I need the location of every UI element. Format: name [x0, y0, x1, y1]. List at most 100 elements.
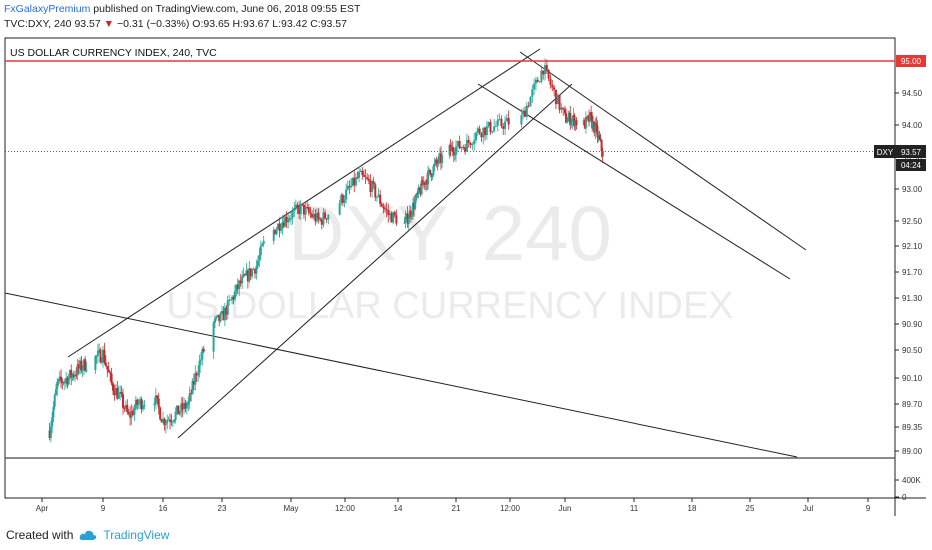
candle-down: [306, 207, 309, 208]
candle-down: [382, 206, 385, 209]
long-support-line: [4, 292, 798, 458]
time-tick-label: 9: [101, 504, 106, 513]
candle-down: [380, 203, 383, 207]
candle-down: [547, 69, 550, 79]
created-with-label: Created with: [6, 528, 74, 542]
candle-up: [57, 379, 60, 382]
time-tick-label: 12:00: [335, 504, 356, 513]
candle-up: [199, 359, 202, 361]
candle-up: [473, 140, 476, 145]
candle-down: [364, 176, 367, 178]
price-tick-label: 89.35: [902, 423, 923, 432]
time-tick-label: 21: [452, 504, 461, 513]
candle-up: [567, 117, 570, 122]
time-axis-ticks: Apr 9 16 23 May 12:00 14 21 12:00 Jun 11 18 25 Jul 9: [36, 498, 871, 513]
time-tick-label: 9: [866, 504, 871, 513]
volume-axis-ticks: 400K 0: [895, 476, 921, 502]
candle-up: [556, 94, 559, 105]
candle-up: [407, 218, 410, 225]
time-tick-label: 12:00: [500, 504, 521, 513]
candle-down: [107, 369, 110, 373]
candle-up: [71, 374, 74, 378]
candle-down: [48, 430, 51, 438]
candle-up: [349, 185, 352, 188]
down-arrow-icon: ▼: [103, 18, 115, 30]
candle-up: [194, 373, 197, 385]
candle-down: [426, 180, 428, 185]
candle-down: [524, 110, 527, 117]
candle-up: [229, 299, 232, 301]
candle-up: [288, 218, 291, 221]
candle-up: [252, 269, 255, 270]
candle-down: [384, 208, 387, 210]
candle-down: [489, 122, 492, 133]
candle-up: [49, 426, 52, 438]
candle-up: [493, 126, 496, 132]
published-text: published on TradingView.com, June 06, 2…: [93, 3, 361, 15]
chart-canvas[interactable]: DXY, 240 US DOLLAR CURRENCY INDEX US DOL…: [0, 0, 932, 520]
candle-down: [127, 412, 130, 414]
candle-up: [256, 261, 259, 266]
candle-down: [439, 153, 442, 163]
footer: Created with TradingView: [6, 528, 169, 542]
time-tick-label: Apr: [36, 504, 49, 513]
candle-down: [449, 145, 452, 151]
candle-down: [202, 348, 205, 352]
candle-down: [590, 112, 593, 116]
descending-upper-line: [519, 51, 807, 251]
candle-down: [184, 402, 187, 409]
time-tick-label: 16: [159, 504, 168, 513]
candle-down: [296, 204, 299, 208]
candle-up: [259, 245, 262, 256]
candle-up: [299, 203, 302, 215]
candle-up: [592, 121, 595, 129]
candle-down: [462, 147, 465, 148]
candle-down: [484, 127, 487, 136]
candle-up: [582, 120, 585, 125]
candle-up: [142, 406, 144, 410]
candle-up: [212, 322, 215, 352]
candle-up: [275, 229, 278, 235]
candle-up: [261, 243, 264, 246]
candle-up: [498, 118, 501, 120]
candle-up: [231, 296, 234, 300]
candle-up: [587, 115, 589, 118]
candle-up: [242, 274, 245, 277]
candle-up: [453, 154, 456, 156]
candle-down: [106, 365, 109, 370]
candle-up: [117, 392, 120, 399]
candle-up: [221, 311, 223, 313]
candle-down: [385, 209, 388, 211]
candle-down: [564, 109, 566, 114]
time-tick-label: 18: [688, 504, 697, 513]
candle-down: [421, 180, 424, 186]
candle-down: [551, 84, 554, 88]
candle-up: [412, 202, 415, 215]
price-tick-label: 90.90: [902, 320, 923, 329]
candle-up: [388, 213, 391, 216]
candle-up: [487, 122, 490, 127]
time-tick-label: 11: [630, 504, 639, 513]
candle-down: [278, 223, 281, 231]
candle-down: [129, 413, 132, 418]
candle-up: [82, 359, 85, 369]
candle-down: [84, 359, 87, 371]
candle-down: [109, 372, 112, 374]
candle-up: [474, 132, 477, 141]
candle-up: [572, 115, 575, 119]
ohlc-values: O:93.65 H:93.67 L:93.42 C:93.57: [192, 18, 347, 30]
countdown-tag: [896, 159, 926, 171]
time-tick-label: 14: [394, 504, 403, 513]
candle-up: [571, 118, 574, 123]
candle-down: [282, 222, 285, 227]
published-line: FxGalaxyPremium published on TradingView…: [4, 3, 360, 15]
candle-down: [451, 146, 454, 152]
tradingview-brand-link[interactable]: TradingView: [103, 528, 170, 542]
publisher-link[interactable]: FxGalaxyPremium: [4, 3, 91, 15]
candle-down: [99, 349, 102, 363]
candle-down: [61, 380, 64, 384]
candle-down: [60, 376, 63, 381]
candle-down: [140, 399, 143, 410]
candle-up: [434, 159, 437, 164]
symbol-tag: [874, 145, 896, 158]
